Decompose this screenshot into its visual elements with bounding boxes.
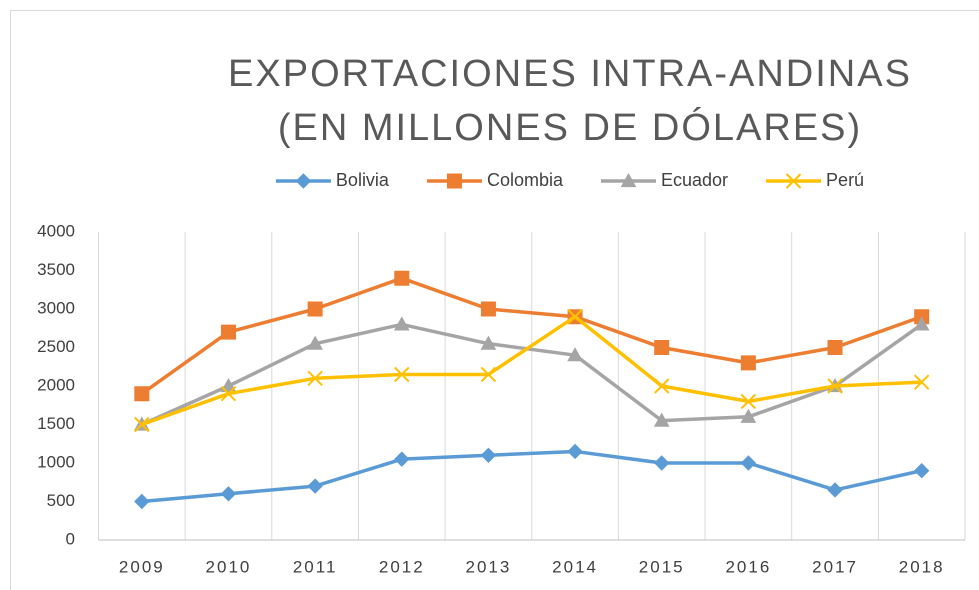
legend-marker (446, 173, 462, 189)
data-point (393, 316, 410, 331)
data-point (480, 447, 497, 464)
series-line (141, 322, 923, 427)
y-tick-label: 0 (66, 529, 75, 548)
x-tick-label: 2016 (725, 557, 771, 576)
data-point (134, 416, 150, 433)
x-tick-label: 2012 (379, 557, 425, 576)
series-line (140, 276, 923, 396)
data-point (740, 393, 757, 410)
y-tick-label: 4000 (37, 221, 75, 240)
x-tick-label: 2011 (293, 557, 338, 576)
legend-marker (785, 173, 802, 189)
legend-label: Ecuador (661, 170, 728, 190)
y-tick-label: 3000 (37, 298, 75, 317)
data-point (307, 301, 323, 317)
data-point (740, 355, 756, 371)
legend-label: Perú (826, 170, 864, 190)
data-point (134, 386, 150, 402)
data-point (220, 377, 237, 393)
data-point (307, 335, 323, 350)
data-point (394, 270, 410, 286)
x-tick-label: 2015 (639, 557, 685, 576)
data-point (827, 378, 843, 394)
data-point (654, 378, 670, 394)
chart-frame (10, 10, 979, 590)
legend-marker (295, 173, 312, 189)
data-point (913, 316, 930, 331)
data-point (827, 340, 843, 355)
data-point (220, 486, 237, 502)
y-tick-label: 3500 (37, 260, 75, 279)
data-point (480, 301, 496, 317)
data-point (567, 308, 583, 325)
legend-label: Colombia (487, 170, 564, 190)
chart-title: (EN MILLONES DE DÓLARES) (278, 106, 862, 149)
x-tick-label: 2018 (899, 557, 945, 576)
x-tick-label: 2010 (206, 557, 252, 576)
y-tick-label: 500 (47, 491, 75, 510)
data-point (480, 335, 497, 350)
data-point (220, 385, 237, 402)
x-tick-label: 2013 (466, 557, 512, 576)
x-tick-label: 2017 (812, 557, 858, 576)
series-line (141, 449, 923, 504)
data-point (134, 493, 150, 510)
data-point (480, 366, 497, 383)
data-point (220, 324, 236, 340)
data-point (827, 482, 843, 498)
chart-title: EXPORTACIONES INTRA-ANDINAS (228, 53, 912, 95)
data-point (394, 451, 410, 467)
y-tick-label: 2000 (37, 375, 75, 394)
x-tick-label: 2014 (552, 557, 598, 576)
data-point (654, 455, 670, 471)
y-tick-label: 2500 (37, 337, 75, 356)
series-line (141, 314, 922, 427)
data-point (307, 478, 323, 494)
data-point (307, 370, 323, 387)
legend-marker (620, 172, 637, 188)
data-point (740, 408, 757, 423)
data-point (653, 412, 670, 427)
data-point (740, 455, 757, 471)
y-tick-label: 1500 (37, 414, 75, 433)
data-point (913, 374, 930, 390)
y-tick-label: 1000 (37, 452, 75, 471)
data-point (394, 366, 410, 383)
legend-label: Bolivia (336, 170, 390, 190)
data-point (567, 347, 583, 362)
data-point (567, 443, 583, 460)
x-tick-label: 2009 (119, 557, 165, 576)
data-point (913, 462, 930, 479)
data-point (654, 340, 670, 355)
